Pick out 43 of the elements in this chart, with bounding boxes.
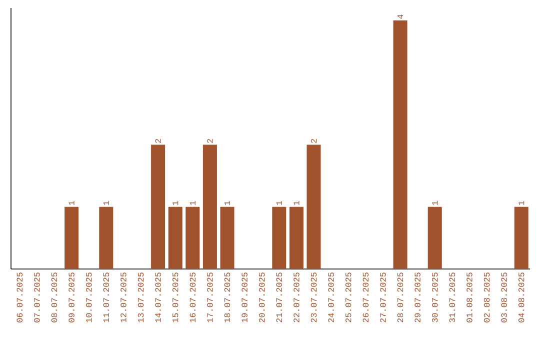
data-label: 1 [103, 200, 109, 206]
x-tick-label: 31.07.2025 [449, 272, 456, 322]
x-tick-label: 04.08.2025 [518, 272, 524, 322]
data-label: 1 [68, 200, 74, 206]
data-label: 1 [190, 200, 196, 206]
x-tick-label: 03.08.2025 [501, 272, 507, 322]
x-tick-label: 28.07.2025 [397, 272, 404, 322]
data-label: 1 [518, 200, 524, 206]
x-tick-label: 12.07.2025 [120, 272, 126, 322]
x-tick-label: 26.07.2025 [362, 272, 369, 322]
x-tick-label: 07.07.2025 [34, 272, 40, 322]
x-tick-label: 09.07.2025 [68, 272, 74, 322]
data-label: 1 [276, 200, 282, 206]
x-tick-label: 13.07.2025 [138, 272, 144, 322]
data-label: 2 [310, 139, 317, 143]
x-tick-label: 11.07.2025 [103, 272, 110, 322]
x-tick-label: 20.07.2025 [258, 272, 265, 322]
x-tick-label: 08.07.2025 [51, 272, 58, 322]
x-tick-label: 29.07.2025 [414, 272, 420, 322]
x-tick-label: 21.07.2025 [276, 272, 282, 322]
x-tick-label: 25.07.2025 [345, 272, 352, 322]
x-tick-label: 15.07.2025 [172, 272, 178, 322]
x-tick-label: 06.07.2025 [16, 272, 23, 322]
x-tick-label: 27.07.2025 [380, 272, 386, 322]
x-tick-label: 02.08.2025 [484, 272, 490, 322]
data-label: 2 [155, 139, 161, 143]
x-tick-label: 18.07.2025 [224, 272, 230, 322]
x-tick-label: 17.07.2025 [207, 272, 213, 322]
x-tick-label: 22.07.2025 [294, 272, 300, 322]
data-label: 1 [224, 200, 230, 206]
x-tick-label: 16.07.2025 [190, 272, 196, 322]
data-label: 1 [294, 200, 300, 206]
data-label: 1 [172, 200, 178, 206]
x-tick-label: 23.07.2025 [310, 272, 317, 322]
data-label: 4 [397, 14, 404, 19]
x-tick-label: 19.07.2025 [242, 272, 248, 322]
x-tick-label: 30.07.2025 [432, 272, 438, 322]
data-label: 2 [207, 139, 213, 143]
data-label: 1 [432, 200, 438, 206]
x-tick-label: 01.08.2025 [466, 272, 472, 322]
x-tick-label: 14.07.2025 [155, 272, 161, 322]
x-tick-label: 24.07.2025 [328, 272, 334, 322]
x-tick-label: 10.07.2025 [86, 272, 92, 322]
